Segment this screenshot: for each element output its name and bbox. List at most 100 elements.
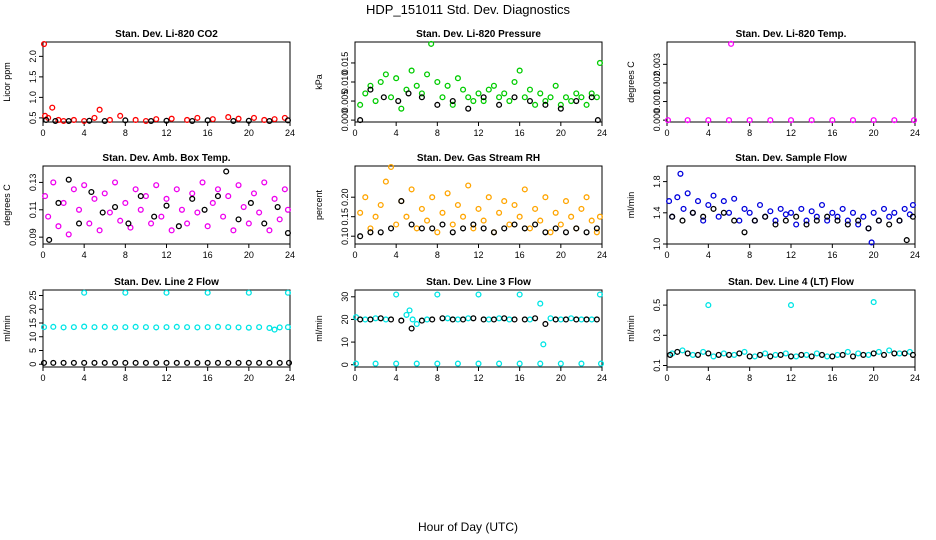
x-tick-label: 4 (706, 128, 711, 138)
data-point (593, 225, 600, 232)
data-point (684, 117, 691, 124)
data-point (285, 359, 293, 366)
data-point (860, 213, 867, 220)
panel-3: Stan. Dev. Li-820 Temp.0 4 8 12 16 20 240.0000… (626, 29, 920, 138)
data-point (834, 217, 841, 224)
panel-5: Stan. Dev. Gas Stream RH0 4 8 12 16 20 240.100… (314, 153, 607, 260)
data-point (284, 206, 291, 213)
series-1 (664, 40, 918, 124)
data-point (542, 97, 549, 105)
data-point (209, 116, 216, 123)
data-point (710, 353, 717, 360)
data-point (787, 353, 795, 360)
data-point (250, 114, 258, 121)
data-point (710, 192, 717, 199)
data-point (782, 350, 789, 357)
data-point (593, 316, 600, 323)
data-point (715, 351, 722, 358)
y-tick-label: 0.10 (340, 227, 350, 245)
data-point (52, 117, 59, 125)
data-point (875, 348, 882, 355)
data-point (398, 317, 405, 324)
y-tick-label: 1.4 (652, 207, 662, 220)
data-point (490, 316, 497, 323)
data-point (865, 351, 872, 358)
data-point (465, 94, 472, 101)
data-point (547, 315, 554, 322)
x-tick-label: 24 (910, 250, 920, 260)
data-point (521, 186, 528, 193)
data-point (408, 186, 415, 193)
data-point (475, 291, 482, 298)
data-point (81, 182, 88, 189)
data-point (125, 220, 132, 227)
data-point (793, 221, 800, 228)
x-tick-label: 0 (40, 250, 45, 260)
data-point (480, 217, 487, 224)
data-point (793, 213, 800, 220)
data-point (501, 198, 508, 205)
y-tick-label: 1.8 (652, 175, 662, 188)
data-point (434, 360, 441, 367)
data-point (470, 221, 477, 228)
data-point (813, 350, 820, 357)
data-point (434, 78, 441, 86)
data-point (460, 213, 467, 220)
x-tick-label: 16 (515, 128, 525, 138)
data-point (151, 213, 158, 220)
data-point (122, 117, 129, 124)
data-point (245, 289, 252, 296)
data-point (562, 94, 570, 101)
data-point (870, 299, 877, 306)
data-point (70, 359, 77, 366)
figure-title: HDP_151011 Std. Dev. Diagnostics (366, 2, 571, 17)
data-point (132, 359, 139, 366)
data-point (834, 213, 841, 220)
data-point (480, 94, 487, 101)
data-point (111, 359, 119, 366)
y-tick-label: 0.15 (340, 208, 350, 226)
data-point (480, 225, 487, 232)
data-point (839, 205, 846, 212)
x-tick-label: 4 (394, 250, 399, 260)
x-tick-label: 0 (664, 128, 669, 138)
data-point (60, 117, 67, 125)
y-tick-label: 0.5 (28, 112, 38, 125)
data-point (454, 316, 461, 323)
data-point (132, 186, 139, 193)
data-point (96, 106, 103, 113)
data-point (261, 179, 268, 186)
data-point (284, 289, 291, 296)
data-point (460, 86, 467, 93)
data-point (132, 116, 139, 123)
x-tick-label: 16 (203, 373, 213, 383)
x-tick-label: 0 (40, 128, 45, 138)
data-point (798, 205, 805, 212)
y-axis-label: degrees C (2, 184, 12, 226)
data-point (173, 323, 180, 330)
series-1 (669, 299, 913, 360)
data-point (173, 186, 180, 193)
data-point (377, 315, 384, 322)
x-tick-label: 20 (869, 128, 879, 138)
data-point (194, 359, 201, 366)
data-point (756, 351, 764, 358)
data-point (240, 204, 247, 211)
data-point (886, 213, 893, 220)
y-axis-label: ml/min (314, 315, 324, 342)
data-point (813, 217, 820, 224)
data-point (261, 220, 268, 227)
data-point (106, 209, 113, 216)
data-point (220, 213, 227, 220)
x-tick-label: 20 (244, 250, 254, 260)
data-point (142, 117, 149, 125)
data-point (909, 351, 916, 358)
data-point (578, 94, 585, 101)
data-point (537, 360, 544, 367)
data-point (526, 86, 534, 93)
data-point (886, 221, 893, 228)
data-point (352, 360, 360, 367)
x-tick-label: 16 (515, 373, 525, 383)
data-point (798, 351, 805, 358)
